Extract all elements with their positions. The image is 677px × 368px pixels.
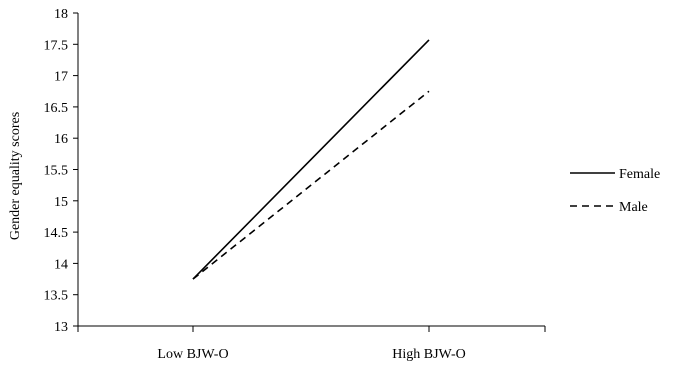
x-tick-label: Low BJW-O <box>157 347 228 362</box>
x-tick-label: High BJW-O <box>392 347 466 362</box>
y-tick-label: 18 <box>54 7 68 22</box>
legend-label-male: Male <box>619 200 648 215</box>
y-axis-label: Gender equality scores <box>8 112 23 240</box>
y-tick-label: 13 <box>54 320 68 335</box>
y-axis: 13 13.5 14 14.5 15 15.5 16 16.5 17 17.5 18 <box>44 7 79 335</box>
series-line-female <box>192 39 430 280</box>
series-line-male <box>192 90 430 280</box>
y-tick-label: 15 <box>54 195 68 210</box>
y-tick-label: 16.5 <box>44 101 69 116</box>
y-tick-label: 14.5 <box>44 226 69 241</box>
series-layer <box>192 39 430 280</box>
y-tick-label: 17 <box>54 70 68 85</box>
y-tick-label: 16 <box>54 132 68 147</box>
legend-label-female: Female <box>619 167 660 182</box>
x-axis: Low BJW-O High BJW-O <box>77 325 546 362</box>
y-tick-label: 17.5 <box>44 38 69 53</box>
y-tick-label: 15.5 <box>44 164 69 179</box>
legend: Female Male <box>570 167 660 215</box>
y-tick-label: 13.5 <box>44 289 69 304</box>
y-tick-label: 14 <box>54 257 68 272</box>
